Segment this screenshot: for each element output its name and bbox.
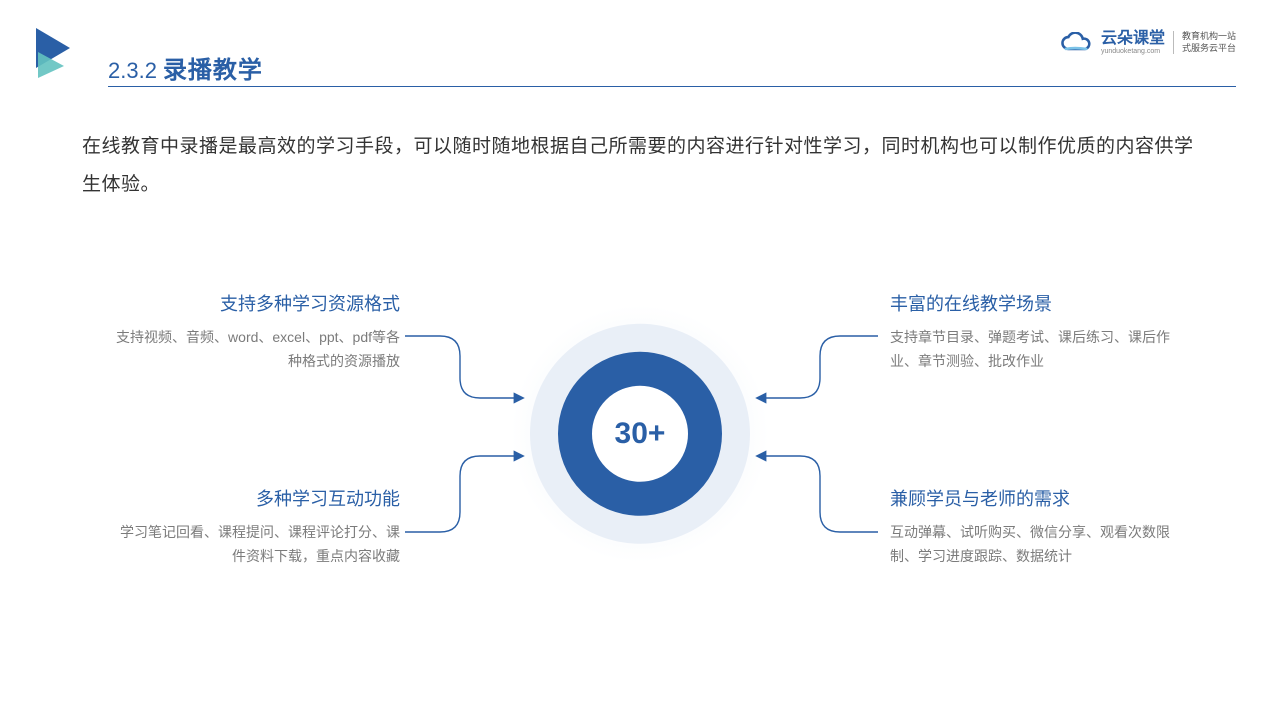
section-title-text: 录播教学 — [163, 50, 263, 85]
feature-top-left: 支持多种学习资源格式 支持视频、音频、word、excel、ppt、pdf等各种… — [110, 290, 400, 374]
center-ring: 30+ — [558, 352, 722, 516]
feature-diagram: 30+ 支持多种学习资源格式 支持视频、音频、word、excel、ppt、pd… — [0, 250, 1280, 680]
center-disc: 30+ — [510, 304, 770, 564]
feature-desc: 互动弹幕、试听购买、微信分享、观看次数限制、学习进度跟踪、数据统计 — [890, 521, 1180, 569]
feature-bottom-left: 多种学习互动功能 学习笔记回看、课程提问、课程评论打分、课件资料下载，重点内容收… — [110, 485, 400, 569]
section-number: 2.3.2 — [108, 58, 157, 84]
play-icon — [36, 28, 76, 78]
feature-top-right: 丰富的在线教学场景 支持章节目录、弹题考试、课后练习、课后作业、章节测验、批改作… — [890, 290, 1180, 374]
logo-tagline-1: 教育机构一站 — [1182, 31, 1236, 43]
logo-name: 云朵课堂 — [1101, 30, 1165, 48]
feature-desc: 支持视频、音频、word、excel、ppt、pdf等各种格式的资源播放 — [110, 326, 400, 374]
slide-header: 2.3.2 录播教学 云朵课堂 yunduoketang.com 教育机构一站 … — [0, 0, 1280, 100]
feature-desc: 学习笔记回看、课程提问、课程评论打分、课件资料下载，重点内容收藏 — [110, 521, 400, 569]
title-underline — [108, 86, 1236, 87]
intro-paragraph: 在线教育中录播是最高效的学习手段，可以随时随地根据自己所需要的内容进行针对性学习… — [82, 128, 1198, 204]
feature-title: 丰富的在线教学场景 — [890, 290, 1180, 316]
brand-logo: 云朵课堂 yunduoketang.com 教育机构一站 式服务云平台 — [1059, 30, 1236, 55]
section-title: 2.3.2 录播教学 — [108, 50, 263, 85]
feature-desc: 支持章节目录、弹题考试、课后练习、课后作业、章节测验、批改作业 — [890, 326, 1180, 374]
center-value: 30+ — [615, 417, 666, 451]
feature-bottom-right: 兼顾学员与老师的需求 互动弹幕、试听购买、微信分享、观看次数限制、学习进度跟踪、… — [890, 485, 1180, 569]
cloud-icon — [1059, 32, 1093, 54]
feature-title: 多种学习互动功能 — [110, 485, 400, 511]
logo-tagline-2: 式服务云平台 — [1182, 43, 1236, 55]
feature-title: 兼顾学员与老师的需求 — [890, 485, 1180, 511]
logo-domain: yunduoketang.com — [1101, 48, 1165, 56]
logo-tagline: 教育机构一站 式服务云平台 — [1173, 31, 1236, 54]
feature-title: 支持多种学习资源格式 — [110, 290, 400, 316]
